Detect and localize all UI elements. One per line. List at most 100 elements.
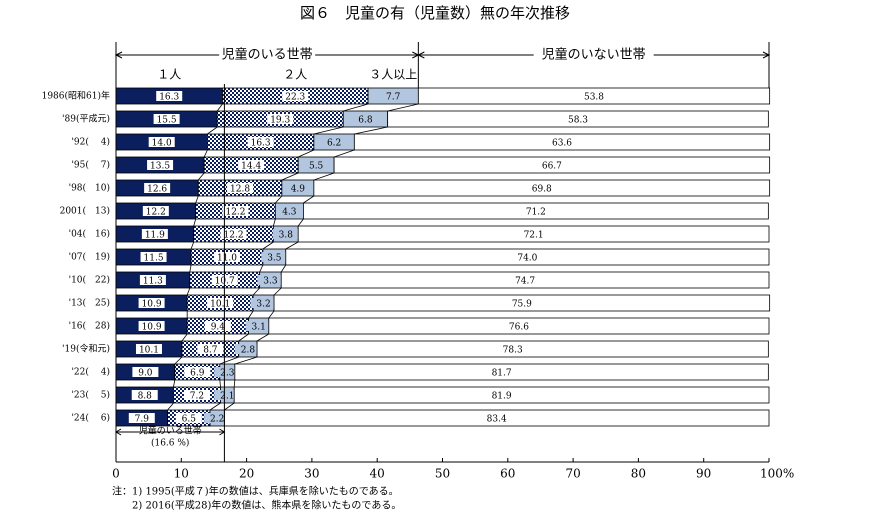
label-bg [144, 183, 171, 193]
label-bg [380, 91, 407, 101]
value-label: 11.5 [144, 254, 164, 264]
value-label: 3.1 [252, 323, 266, 333]
label-bg [138, 321, 165, 331]
value-label: 4.9 [291, 185, 306, 195]
value-label: 10.1 [210, 300, 230, 310]
category-label: '23( 5) [71, 390, 110, 401]
bar-segment [268, 317, 770, 335]
bar-segment [285, 248, 770, 266]
connector [224, 402, 235, 411]
value-label: 16.3 [159, 93, 179, 103]
label-bg [245, 321, 272, 331]
value-label: 66.7 [542, 162, 562, 172]
legend-label: ３人以上 [369, 68, 417, 82]
value-label: 71.2 [526, 208, 546, 218]
x-tick-label: 30 [304, 467, 319, 481]
connector [259, 264, 264, 273]
value-label: 9.0 [138, 369, 153, 379]
label-bg [184, 367, 211, 377]
label-bg [227, 183, 254, 193]
connector [190, 241, 195, 250]
bar-segment [353, 133, 771, 151]
label-bg [214, 367, 241, 377]
category-label: '19(令和元) [62, 343, 110, 355]
bar-segment [333, 156, 771, 174]
legend-label: ２人 [283, 68, 307, 82]
label-bg [148, 137, 175, 147]
connector [189, 264, 192, 273]
value-label: 2.3 [220, 369, 235, 379]
x-tick-label: 50 [435, 467, 450, 481]
value-label: 22.3 [285, 93, 305, 103]
value-label: 7.9 [135, 415, 150, 425]
group-header: 児童のいる世帯 [222, 47, 313, 63]
category-label: '98( 10) [69, 183, 110, 194]
value-label: 3.5 [267, 254, 282, 264]
connector [313, 126, 344, 135]
label-bg [175, 413, 202, 423]
connector [193, 218, 197, 227]
value-label: 12.2 [146, 208, 166, 218]
value-label: 5.5 [309, 162, 324, 172]
bar-segment [280, 271, 770, 289]
value-label: 83.4 [487, 415, 507, 425]
value-label: 2.2 [210, 415, 224, 425]
bar-segment [273, 294, 771, 312]
connector [268, 310, 275, 319]
bar-segment [313, 179, 771, 197]
value-label: 13.5 [150, 162, 170, 172]
value-label: 12.8 [230, 185, 250, 195]
category-label: '10( 22) [69, 275, 110, 286]
connector [281, 172, 299, 181]
value-label: 15.5 [157, 116, 177, 126]
label-bg [284, 183, 311, 193]
value-label: 11.3 [143, 277, 163, 287]
label-bg [153, 114, 180, 124]
category-label: '04( 16) [69, 229, 110, 240]
group-header: 児童のいない世帯 [542, 47, 646, 63]
value-label: 74.7 [515, 277, 535, 287]
connector [387, 103, 419, 112]
label-bg [261, 252, 288, 262]
value-label: 19.3 [270, 116, 290, 126]
connector [181, 333, 188, 342]
label-bg [352, 114, 379, 124]
connector [167, 402, 174, 411]
value-label: 9.4 [211, 323, 226, 333]
label-bg [303, 160, 330, 170]
value-label: 7.2 [190, 392, 204, 402]
label-bg [272, 229, 299, 239]
bar-segment [256, 340, 769, 358]
connector [252, 287, 260, 296]
value-label: 81.7 [492, 369, 512, 379]
note: 注：1) 1995(平成７)年の数値は、兵庫県を除いたものである。 [112, 485, 399, 498]
label-bg [139, 275, 166, 285]
bar-segment [417, 87, 771, 105]
connector [273, 287, 282, 296]
label-bg [204, 321, 231, 331]
connector [343, 103, 369, 112]
label-bg [238, 160, 265, 170]
label-bg [214, 252, 241, 262]
connector [262, 241, 274, 250]
bar-segment [387, 110, 769, 128]
label-bg [138, 298, 165, 308]
value-label: 3.8 [279, 231, 294, 241]
label-bg [128, 413, 155, 423]
label-bg [147, 160, 174, 170]
legend-label: １人 [157, 68, 181, 82]
x-tick-label: 90 [696, 467, 711, 481]
label-bg [220, 229, 247, 239]
category-label: '07( 19) [69, 252, 110, 263]
connector [354, 126, 388, 135]
x-tick-label: 0 [112, 467, 120, 481]
value-label: 7.7 [386, 93, 401, 103]
category-label: '89(平成元) [62, 113, 110, 125]
connector [207, 126, 218, 135]
connector [174, 356, 183, 365]
bar-segment [303, 202, 769, 220]
label-bg [234, 344, 261, 354]
connector [256, 333, 270, 342]
annotation-label: 児童のいる世帯 [139, 425, 202, 437]
